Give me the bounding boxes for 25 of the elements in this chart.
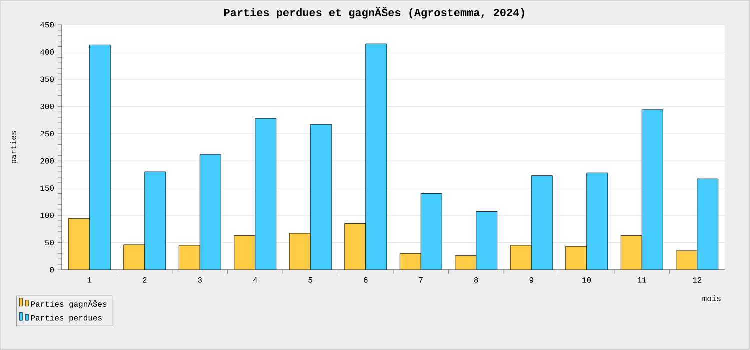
bar: [676, 250, 698, 270]
bar: [366, 44, 387, 270]
bar: [200, 154, 222, 270]
bar: [255, 118, 276, 270]
bar: [179, 246, 200, 270]
bar: [290, 234, 311, 270]
bar: [476, 212, 498, 270]
bar: [68, 218, 90, 270]
bar: [510, 246, 532, 270]
bar: [532, 176, 553, 270]
bar: [344, 224, 366, 270]
bar: [90, 45, 111, 270]
bar: [144, 172, 166, 270]
bar: [621, 236, 642, 270]
bar: [642, 110, 664, 270]
bar: [400, 254, 422, 270]
bar: [697, 178, 719, 270]
bar: [310, 124, 332, 270]
bar: [234, 236, 256, 270]
bar: [421, 194, 442, 270]
bar: [455, 256, 476, 270]
chart-title: Parties perdues et gagnĂŠes (Agrostemma, 2024): [224, 7, 524, 19]
bar: [124, 244, 145, 270]
bar: [586, 173, 608, 270]
bar: [566, 246, 587, 270]
